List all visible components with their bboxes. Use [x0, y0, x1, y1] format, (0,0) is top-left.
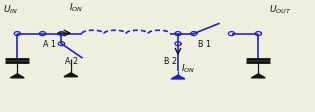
Text: B 2: B 2: [164, 57, 177, 66]
Polygon shape: [10, 74, 24, 78]
Text: $U_{OUT}$: $U_{OUT}$: [269, 3, 292, 16]
Polygon shape: [251, 74, 265, 78]
Text: A 1: A 1: [43, 40, 55, 49]
Polygon shape: [171, 75, 185, 79]
Text: $I_{ON}$: $I_{ON}$: [181, 63, 195, 75]
Text: $U_{IN}$: $U_{IN}$: [3, 3, 18, 16]
Polygon shape: [64, 73, 78, 77]
Text: B 1: B 1: [198, 40, 211, 49]
Text: $I_{ON}$: $I_{ON}$: [69, 1, 83, 14]
Text: A 2: A 2: [65, 57, 78, 66]
